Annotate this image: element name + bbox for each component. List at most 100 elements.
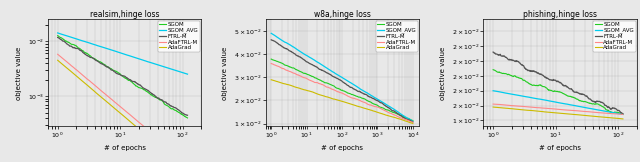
FTRL-M: [356, 91, 364, 93]
FTRL-M: [54, 36, 62, 38]
AdaGrad: [314, 93, 321, 95]
SGOM_AVG: [96, 45, 104, 47]
Y-axis label: objective value: objective value: [440, 46, 446, 99]
AdaGrad: [371, 110, 378, 112]
FTRL-M: [541, 76, 548, 78]
FTRL-M: [371, 98, 378, 100]
SGOM: [148, 94, 156, 96]
SGOM_AVG: [584, 107, 591, 109]
SGOM_AVG: [505, 93, 513, 95]
X-axis label: # of epochs: # of epochs: [321, 145, 364, 151]
SGOM: [505, 73, 513, 75]
AdaFTRL-M: [571, 110, 579, 112]
FTRL-M: [148, 93, 156, 95]
FTRL-M: [70, 46, 77, 48]
SGOM: [571, 97, 579, 99]
X-axis label: # of epochs: # of epochs: [539, 145, 581, 151]
AdaFTRL-M: [284, 70, 292, 72]
SGOM_AVG: [409, 120, 417, 122]
AdaGrad: [409, 122, 417, 124]
SGOM_AVG: [323, 67, 331, 69]
Line: FTRL-M: FTRL-M: [58, 37, 188, 115]
FTRL-M: [584, 96, 591, 98]
SGOM: [70, 44, 77, 46]
FTRL-M: [284, 49, 292, 51]
AdaGrad: [70, 72, 77, 74]
FTRL-M: [583, 95, 591, 97]
AdaFTRL-M: [369, 105, 377, 107]
Y-axis label: objective value: objective value: [16, 46, 22, 99]
AdaGrad: [148, 139, 156, 140]
AdaGrad: [54, 59, 61, 61]
SGOM: [105, 67, 113, 69]
AdaGrad: [268, 79, 275, 81]
Line: SGOM_AVG: SGOM_AVG: [493, 91, 623, 114]
SGOM_AVG: [532, 98, 540, 99]
SGOM_AVG: [356, 88, 364, 90]
SGOM_AVG: [54, 32, 61, 34]
AdaGrad: [490, 106, 497, 108]
SGOM: [619, 113, 627, 115]
AdaGrad: [356, 106, 364, 108]
AdaGrad: [505, 107, 513, 109]
AdaFTRL-M: [371, 105, 378, 107]
FTRL-M: [148, 93, 156, 95]
AdaGrad: [541, 111, 548, 113]
SGOM: [583, 101, 591, 103]
FTRL-M: [369, 98, 377, 99]
AdaGrad: [571, 114, 579, 116]
X-axis label: # of epochs: # of epochs: [104, 145, 146, 151]
SGOM: [148, 94, 156, 96]
SGOM_AVG: [619, 113, 627, 115]
FTRL-M: [619, 113, 627, 115]
SGOM_AVG: [369, 96, 377, 98]
Line: AdaGrad: AdaGrad: [58, 60, 188, 162]
AdaFTRL-M: [409, 121, 417, 123]
AdaGrad: [284, 84, 292, 86]
AdaFTRL-M: [323, 86, 331, 88]
AdaFTRL-M: [148, 132, 156, 134]
SGOM_AVG: [268, 32, 275, 34]
Line: AdaGrad: AdaGrad: [271, 80, 413, 123]
AdaFTRL-M: [505, 104, 513, 106]
Line: SGOM: SGOM: [493, 70, 623, 114]
SGOM_AVG: [148, 62, 156, 64]
AdaGrad: [105, 103, 113, 105]
SGOM_AVG: [583, 107, 591, 109]
Line: FTRL-M: FTRL-M: [271, 40, 413, 122]
FTRL-M: [532, 71, 540, 73]
AdaGrad: [323, 96, 331, 98]
FTRL-M: [505, 59, 513, 61]
SGOM: [409, 120, 417, 122]
SGOM_AVG: [70, 37, 77, 39]
Legend: SGOM, SGOM_AVG, FTRL-M, AdaFTRL-M, AdaGrad: SGOM, SGOM_AVG, FTRL-M, AdaFTRL-M, AdaGr…: [593, 21, 636, 52]
FTRL-M: [314, 66, 321, 68]
SGOM: [584, 101, 591, 103]
FTRL-M: [490, 51, 497, 53]
AdaFTRL-M: [148, 132, 156, 133]
AdaFTRL-M: [583, 111, 591, 113]
SGOM: [96, 61, 104, 63]
SGOM_AVG: [184, 73, 191, 75]
SGOM_AVG: [371, 96, 378, 98]
Line: AdaFTRL-M: AdaFTRL-M: [271, 64, 413, 122]
Line: AdaGrad: AdaGrad: [493, 107, 623, 119]
SGOM: [136, 87, 143, 89]
AdaFTRL-M: [490, 103, 497, 105]
SGOM_AVG: [148, 62, 156, 64]
FTRL-M: [619, 113, 627, 115]
FTRL-M: [571, 91, 579, 93]
AdaFTRL-M: [314, 82, 321, 84]
Line: SGOM_AVG: SGOM_AVG: [58, 33, 188, 74]
AdaFTRL-M: [532, 107, 540, 109]
Title: w8a,hinge loss: w8a,hinge loss: [314, 10, 371, 19]
AdaGrad: [96, 95, 104, 97]
AdaFTRL-M: [619, 113, 627, 115]
AdaFTRL-M: [584, 111, 591, 113]
AdaGrad: [148, 139, 156, 141]
Title: realsim,hinge loss: realsim,hinge loss: [90, 10, 159, 19]
SGOM: [356, 96, 364, 98]
SGOM: [284, 65, 292, 67]
AdaFTRL-M: [356, 100, 364, 102]
SGOM: [541, 86, 548, 88]
